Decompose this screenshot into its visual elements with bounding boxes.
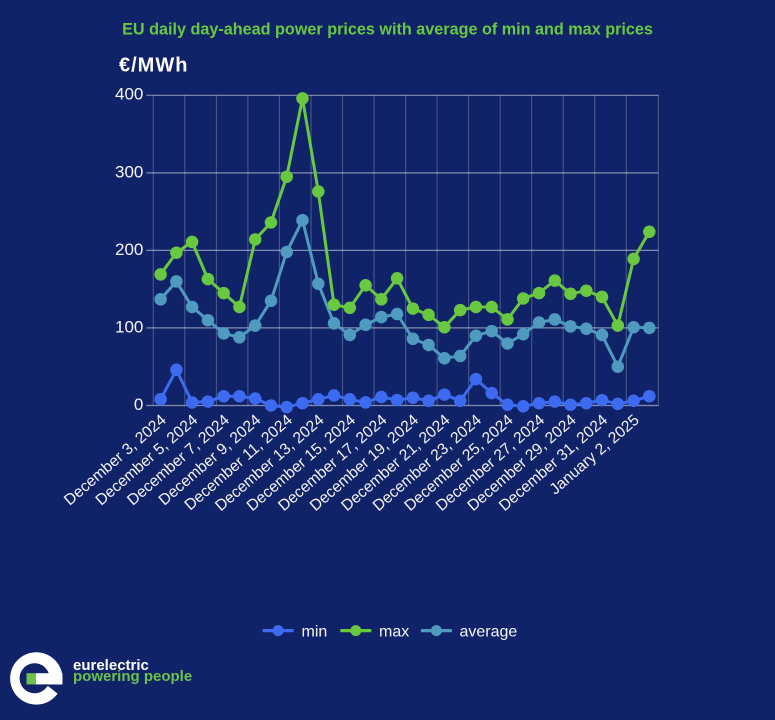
svg-text:min: min [302,623,328,640]
svg-text:100: 100 [115,317,143,336]
svg-text:max: max [379,623,409,640]
svg-text:powering people: powering people [73,668,192,685]
svg-text:300: 300 [115,162,143,181]
svg-text:200: 200 [115,240,143,259]
svg-text:400: 400 [115,85,143,104]
svg-text:€/MWh: €/MWh [119,55,188,77]
svg-text:average: average [460,623,518,640]
svg-text:EU daily day-ahead power price: EU daily day-ahead power prices with ave… [122,21,653,39]
svg-text:eurelectric: eurelectric [73,657,149,674]
svg-text:0: 0 [134,395,143,414]
